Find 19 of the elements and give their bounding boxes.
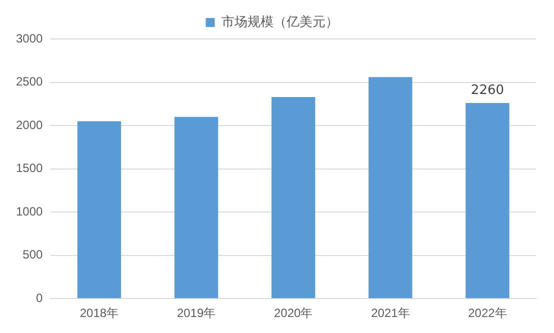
y-tick-label: 1500 <box>16 161 44 176</box>
x-tick-label: 2020年 <box>274 306 313 320</box>
x-tick-label: 2019年 <box>176 306 216 320</box>
y-tick-label: 1000 <box>16 204 44 218</box>
bar <box>368 77 412 298</box>
bar <box>174 116 218 298</box>
y-tick-label: 3000 <box>16 31 44 46</box>
bar <box>77 121 122 298</box>
y-tick-label: 0 <box>36 290 44 305</box>
y-tick-label: 2000 <box>16 118 44 132</box>
y-tick-label: 2500 <box>16 74 44 89</box>
x-tick-label: 2018年 <box>80 306 119 320</box>
legend-label: 市场规模（亿美元） <box>221 14 338 30</box>
x-tick-label: 2021年 <box>371 306 410 320</box>
y-tick-label: 500 <box>22 248 44 262</box>
data-label: 2260 <box>470 82 504 98</box>
bar <box>466 103 510 298</box>
x-tick-label: 2022年 <box>468 306 507 320</box>
bar <box>272 96 316 298</box>
